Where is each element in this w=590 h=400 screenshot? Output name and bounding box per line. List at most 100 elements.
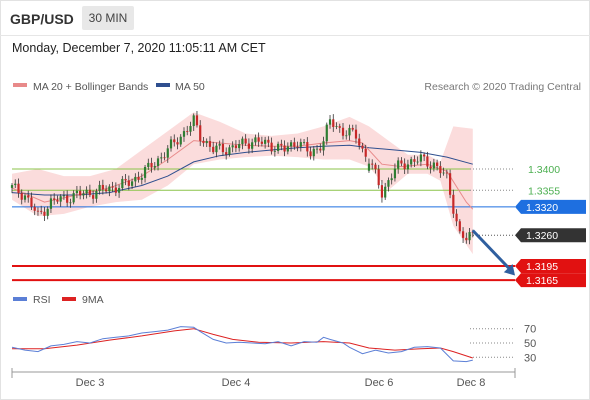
candle <box>208 136 212 152</box>
candle <box>251 138 254 154</box>
rsi-tick-label: 30 <box>524 352 536 364</box>
candle <box>182 127 186 142</box>
candle <box>289 139 293 152</box>
candle <box>66 190 69 207</box>
candle <box>296 141 299 152</box>
candle <box>341 123 345 140</box>
candle <box>43 207 46 222</box>
candle <box>140 173 143 185</box>
support-price-tag <box>515 258 586 273</box>
candle <box>354 124 358 144</box>
rsi-tick-label: 70 <box>524 324 536 336</box>
candle <box>14 179 17 189</box>
candle <box>455 209 458 227</box>
candle <box>117 184 121 198</box>
candle <box>221 138 225 156</box>
candle <box>130 178 134 189</box>
candle <box>228 144 231 157</box>
candle <box>46 206 49 220</box>
candle <box>189 121 192 136</box>
support-label: 1.3165 <box>526 275 558 287</box>
candle <box>62 191 66 200</box>
header-bar: GBP/USD 30 MIN <box>0 0 590 36</box>
candles <box>10 111 474 245</box>
candle <box>199 120 202 146</box>
candle <box>212 141 215 155</box>
candle <box>416 156 419 165</box>
candle <box>397 157 400 174</box>
candle <box>439 161 442 178</box>
candle <box>156 155 160 171</box>
rsi-ma-line <box>12 328 473 359</box>
candle <box>400 157 403 167</box>
candle <box>374 162 377 174</box>
candle <box>59 194 62 207</box>
candle <box>367 158 371 173</box>
candle <box>127 175 130 191</box>
candle <box>393 163 397 182</box>
candle <box>270 137 273 155</box>
candle <box>186 125 189 136</box>
candle <box>468 227 471 245</box>
candle <box>153 162 156 171</box>
candle <box>348 124 351 141</box>
candle <box>338 123 341 133</box>
candle <box>98 180 101 195</box>
candle <box>49 194 53 213</box>
timeframe-button[interactable]: 30 MIN <box>82 6 134 30</box>
candle <box>309 146 312 160</box>
rsi-legend-swatch <box>13 297 27 301</box>
candle <box>299 138 302 152</box>
copyright-text: Research © 2020 Trading Central <box>424 81 581 93</box>
candle <box>36 207 40 216</box>
candle <box>322 136 325 156</box>
current-price-tag <box>515 199 586 214</box>
candle <box>302 139 306 145</box>
last-price-label: 1.3260 <box>526 230 558 242</box>
candle <box>95 188 98 203</box>
candle <box>105 185 108 194</box>
candle <box>371 159 374 170</box>
candle <box>124 173 127 186</box>
candle <box>306 137 309 157</box>
candle <box>436 159 439 171</box>
candle <box>114 182 117 197</box>
ma50-line <box>11 144 473 196</box>
candle <box>328 115 332 129</box>
candle <box>176 137 179 150</box>
candle <box>351 124 354 132</box>
candle <box>111 181 114 192</box>
candle <box>325 122 328 145</box>
candle <box>23 192 27 203</box>
candle <box>234 140 238 153</box>
candle <box>267 136 270 148</box>
x-tick-label: Dec 6 <box>365 377 394 389</box>
x-tick-label: Dec 8 <box>457 377 486 389</box>
bollinger-band <box>12 112 473 255</box>
candle <box>163 152 166 161</box>
candle <box>218 140 221 150</box>
candle <box>423 152 426 162</box>
candle <box>92 190 95 204</box>
resistance-label: 1.3355 <box>528 185 560 197</box>
rsi-ma-legend-label: 9MA <box>82 294 104 306</box>
candle <box>458 219 461 234</box>
x-tick-label: Dec 3 <box>76 377 105 389</box>
candle <box>312 146 315 161</box>
candle <box>442 167 445 176</box>
candle <box>390 173 393 185</box>
rsi-ma-legend-swatch <box>62 297 76 301</box>
candle <box>53 193 56 205</box>
candle <box>264 136 267 149</box>
candle <box>345 130 348 140</box>
rsi-line <box>11 326 473 363</box>
candle <box>257 132 260 147</box>
candle <box>225 147 228 160</box>
candle <box>82 190 85 200</box>
candle <box>465 232 468 244</box>
candle <box>445 169 448 179</box>
candle <box>192 113 195 131</box>
candle <box>432 158 435 172</box>
candle <box>335 122 338 130</box>
last-price-tag <box>515 228 586 243</box>
